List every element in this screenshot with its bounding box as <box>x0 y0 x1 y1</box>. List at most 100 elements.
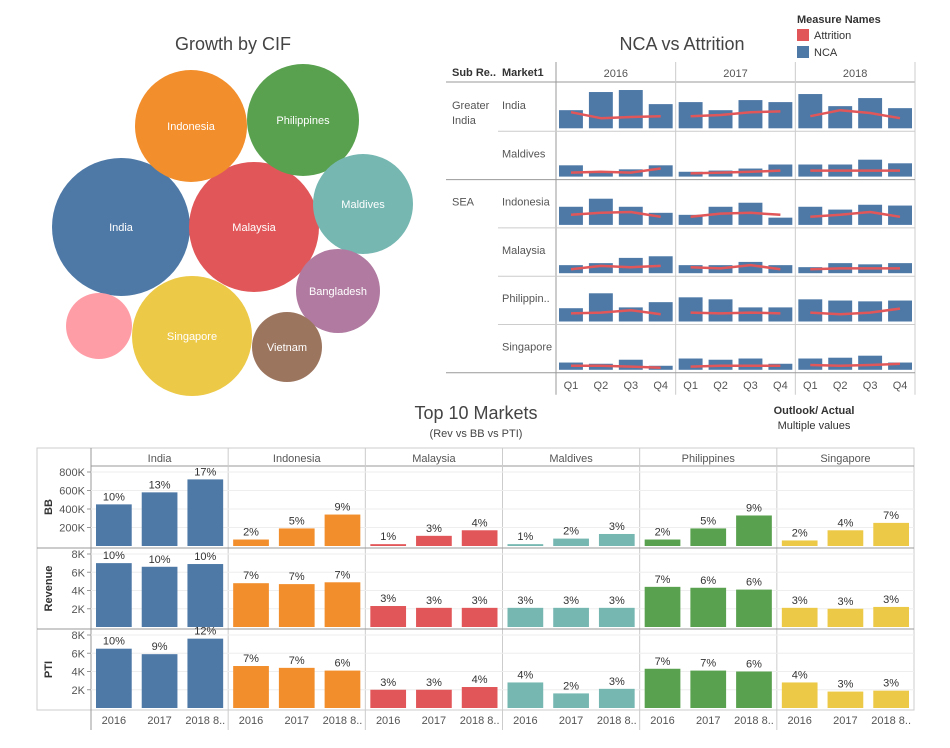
bar-pti-philippines[interactable] <box>644 668 681 708</box>
bar-bb-philippines[interactable] <box>644 539 681 546</box>
bubble-bangladesh[interactable] <box>296 249 380 333</box>
bar-revenue-indonesia[interactable] <box>324 582 361 627</box>
attrition-line[interactable] <box>810 210 901 219</box>
bar-bb-malaysia[interactable] <box>461 530 498 546</box>
nca-bar[interactable] <box>588 263 613 274</box>
nca-bar[interactable] <box>888 108 912 129</box>
nca-bar[interactable] <box>678 265 703 274</box>
bar-pti-indonesia[interactable] <box>324 670 361 708</box>
attrition-line[interactable] <box>810 108 901 120</box>
nca-bar[interactable] <box>798 358 823 370</box>
bar-revenue-maldives[interactable] <box>507 607 544 627</box>
bar-revenue-philippines[interactable] <box>644 586 681 627</box>
bar-revenue-india[interactable] <box>96 563 132 627</box>
nca-bar[interactable] <box>678 297 703 322</box>
nca-bar[interactable] <box>768 217 793 225</box>
nca-bar[interactable] <box>618 257 643 274</box>
nca-bar[interactable] <box>588 171 613 177</box>
attrition-line[interactable] <box>690 364 781 368</box>
nca-bar[interactable] <box>798 94 823 129</box>
attrition-line[interactable] <box>810 267 900 271</box>
nca-bar[interactable] <box>888 163 912 177</box>
nca-bar[interactable] <box>678 214 703 225</box>
bar-pti-india[interactable] <box>187 638 224 708</box>
bar-pti-malaysia[interactable] <box>370 689 407 708</box>
attrition-line[interactable] <box>570 167 661 174</box>
bar-pti-maldives[interactable] <box>553 693 589 708</box>
bubble-vietnam[interactable] <box>252 312 322 382</box>
bar-bb-india[interactable] <box>96 504 132 546</box>
nca-bar[interactable] <box>559 362 583 370</box>
bar-bb-maldives[interactable] <box>598 533 635 546</box>
bar-pti-malaysia[interactable] <box>416 689 452 708</box>
bar-bb-singapore[interactable] <box>781 540 818 546</box>
nca-bar[interactable] <box>648 165 673 177</box>
bar-bb-philippines[interactable] <box>690 528 727 546</box>
attrition-line[interactable] <box>690 169 781 175</box>
nca-bar[interactable] <box>858 159 883 177</box>
nca-bar[interactable] <box>888 263 912 274</box>
bar-revenue-indonesia[interactable] <box>233 583 269 627</box>
attrition-line[interactable] <box>810 307 901 316</box>
bar-pti-singapore[interactable] <box>827 691 864 708</box>
nca-bar[interactable] <box>559 206 583 225</box>
bar-revenue-malaysia[interactable] <box>416 607 452 627</box>
nca-bar[interactable] <box>618 90 643 129</box>
nca-bar[interactable] <box>559 165 583 177</box>
outlook-filter-value[interactable]: Multiple values <box>778 420 851 432</box>
nca-bar[interactable] <box>708 110 733 129</box>
bar-revenue-maldives[interactable] <box>598 607 635 627</box>
nca-bar[interactable] <box>768 102 793 129</box>
bar-bb-india[interactable] <box>187 479 224 546</box>
measure-legend[interactable]: Measure Names Attrition NCA <box>797 14 881 59</box>
bar-revenue-singapore[interactable] <box>827 608 864 627</box>
bar-revenue-singapore[interactable] <box>781 607 818 627</box>
attrition-line[interactable] <box>690 211 781 219</box>
nca-bar[interactable] <box>648 256 673 274</box>
nca-bar[interactable] <box>618 206 643 225</box>
bar-bb-indonesia[interactable] <box>324 514 361 546</box>
bar-pti-singapore[interactable] <box>873 690 909 708</box>
attrition-line[interactable] <box>571 364 661 370</box>
bubble-singapore[interactable] <box>132 276 252 396</box>
nca-bar[interactable] <box>768 307 793 322</box>
nca-bar[interactable] <box>588 293 613 322</box>
nca-bar[interactable] <box>559 308 583 322</box>
attrition-line[interactable] <box>690 311 781 315</box>
bubble-india[interactable] <box>52 158 190 296</box>
bar-pti-philippines[interactable] <box>690 670 727 708</box>
nca-bar[interactable] <box>798 267 823 274</box>
nca-bar[interactable] <box>738 261 763 274</box>
bar-pti-indonesia[interactable] <box>233 666 269 708</box>
bubble-malaysia[interactable] <box>189 162 319 292</box>
nca-bar[interactable] <box>559 110 583 129</box>
bar-revenue-philippines[interactable] <box>736 589 772 627</box>
bar-revenue-indonesia[interactable] <box>278 584 315 627</box>
nca-bar[interactable] <box>648 104 673 129</box>
bar-pti-maldives[interactable] <box>598 688 635 708</box>
bar-bb-singapore[interactable] <box>827 530 864 546</box>
bar-revenue-singapore[interactable] <box>873 606 909 627</box>
attrition-line[interactable] <box>690 110 781 118</box>
bar-bb-indonesia[interactable] <box>278 528 315 546</box>
outlook-filter[interactable]: Outlook/ Actual Multiple values <box>774 405 855 432</box>
bar-bb-philippines[interactable] <box>736 515 772 546</box>
bar-bb-malaysia[interactable] <box>416 535 452 546</box>
nca-bar[interactable] <box>738 358 763 370</box>
bubble-indonesia[interactable] <box>135 70 247 182</box>
bar-pti-singapore[interactable] <box>781 682 818 708</box>
bar-pti-philippines[interactable] <box>736 671 772 709</box>
attrition-line[interactable] <box>810 362 901 368</box>
bar-pti-malaysia[interactable] <box>461 687 498 708</box>
bar-bb-singapore[interactable] <box>873 522 909 546</box>
bar-pti-india[interactable] <box>96 648 132 708</box>
bar-bb-maldives[interactable] <box>507 544 544 546</box>
bar-bb-maldives[interactable] <box>553 538 589 546</box>
bar-revenue-maldives[interactable] <box>553 607 589 627</box>
bar-revenue-india[interactable] <box>187 564 224 627</box>
nca-bar[interactable] <box>828 209 853 225</box>
bubble-philippines[interactable] <box>247 64 359 176</box>
nca-bar[interactable] <box>708 299 733 322</box>
bubble-maldives[interactable] <box>313 154 413 254</box>
nca-bar[interactable] <box>828 357 853 370</box>
